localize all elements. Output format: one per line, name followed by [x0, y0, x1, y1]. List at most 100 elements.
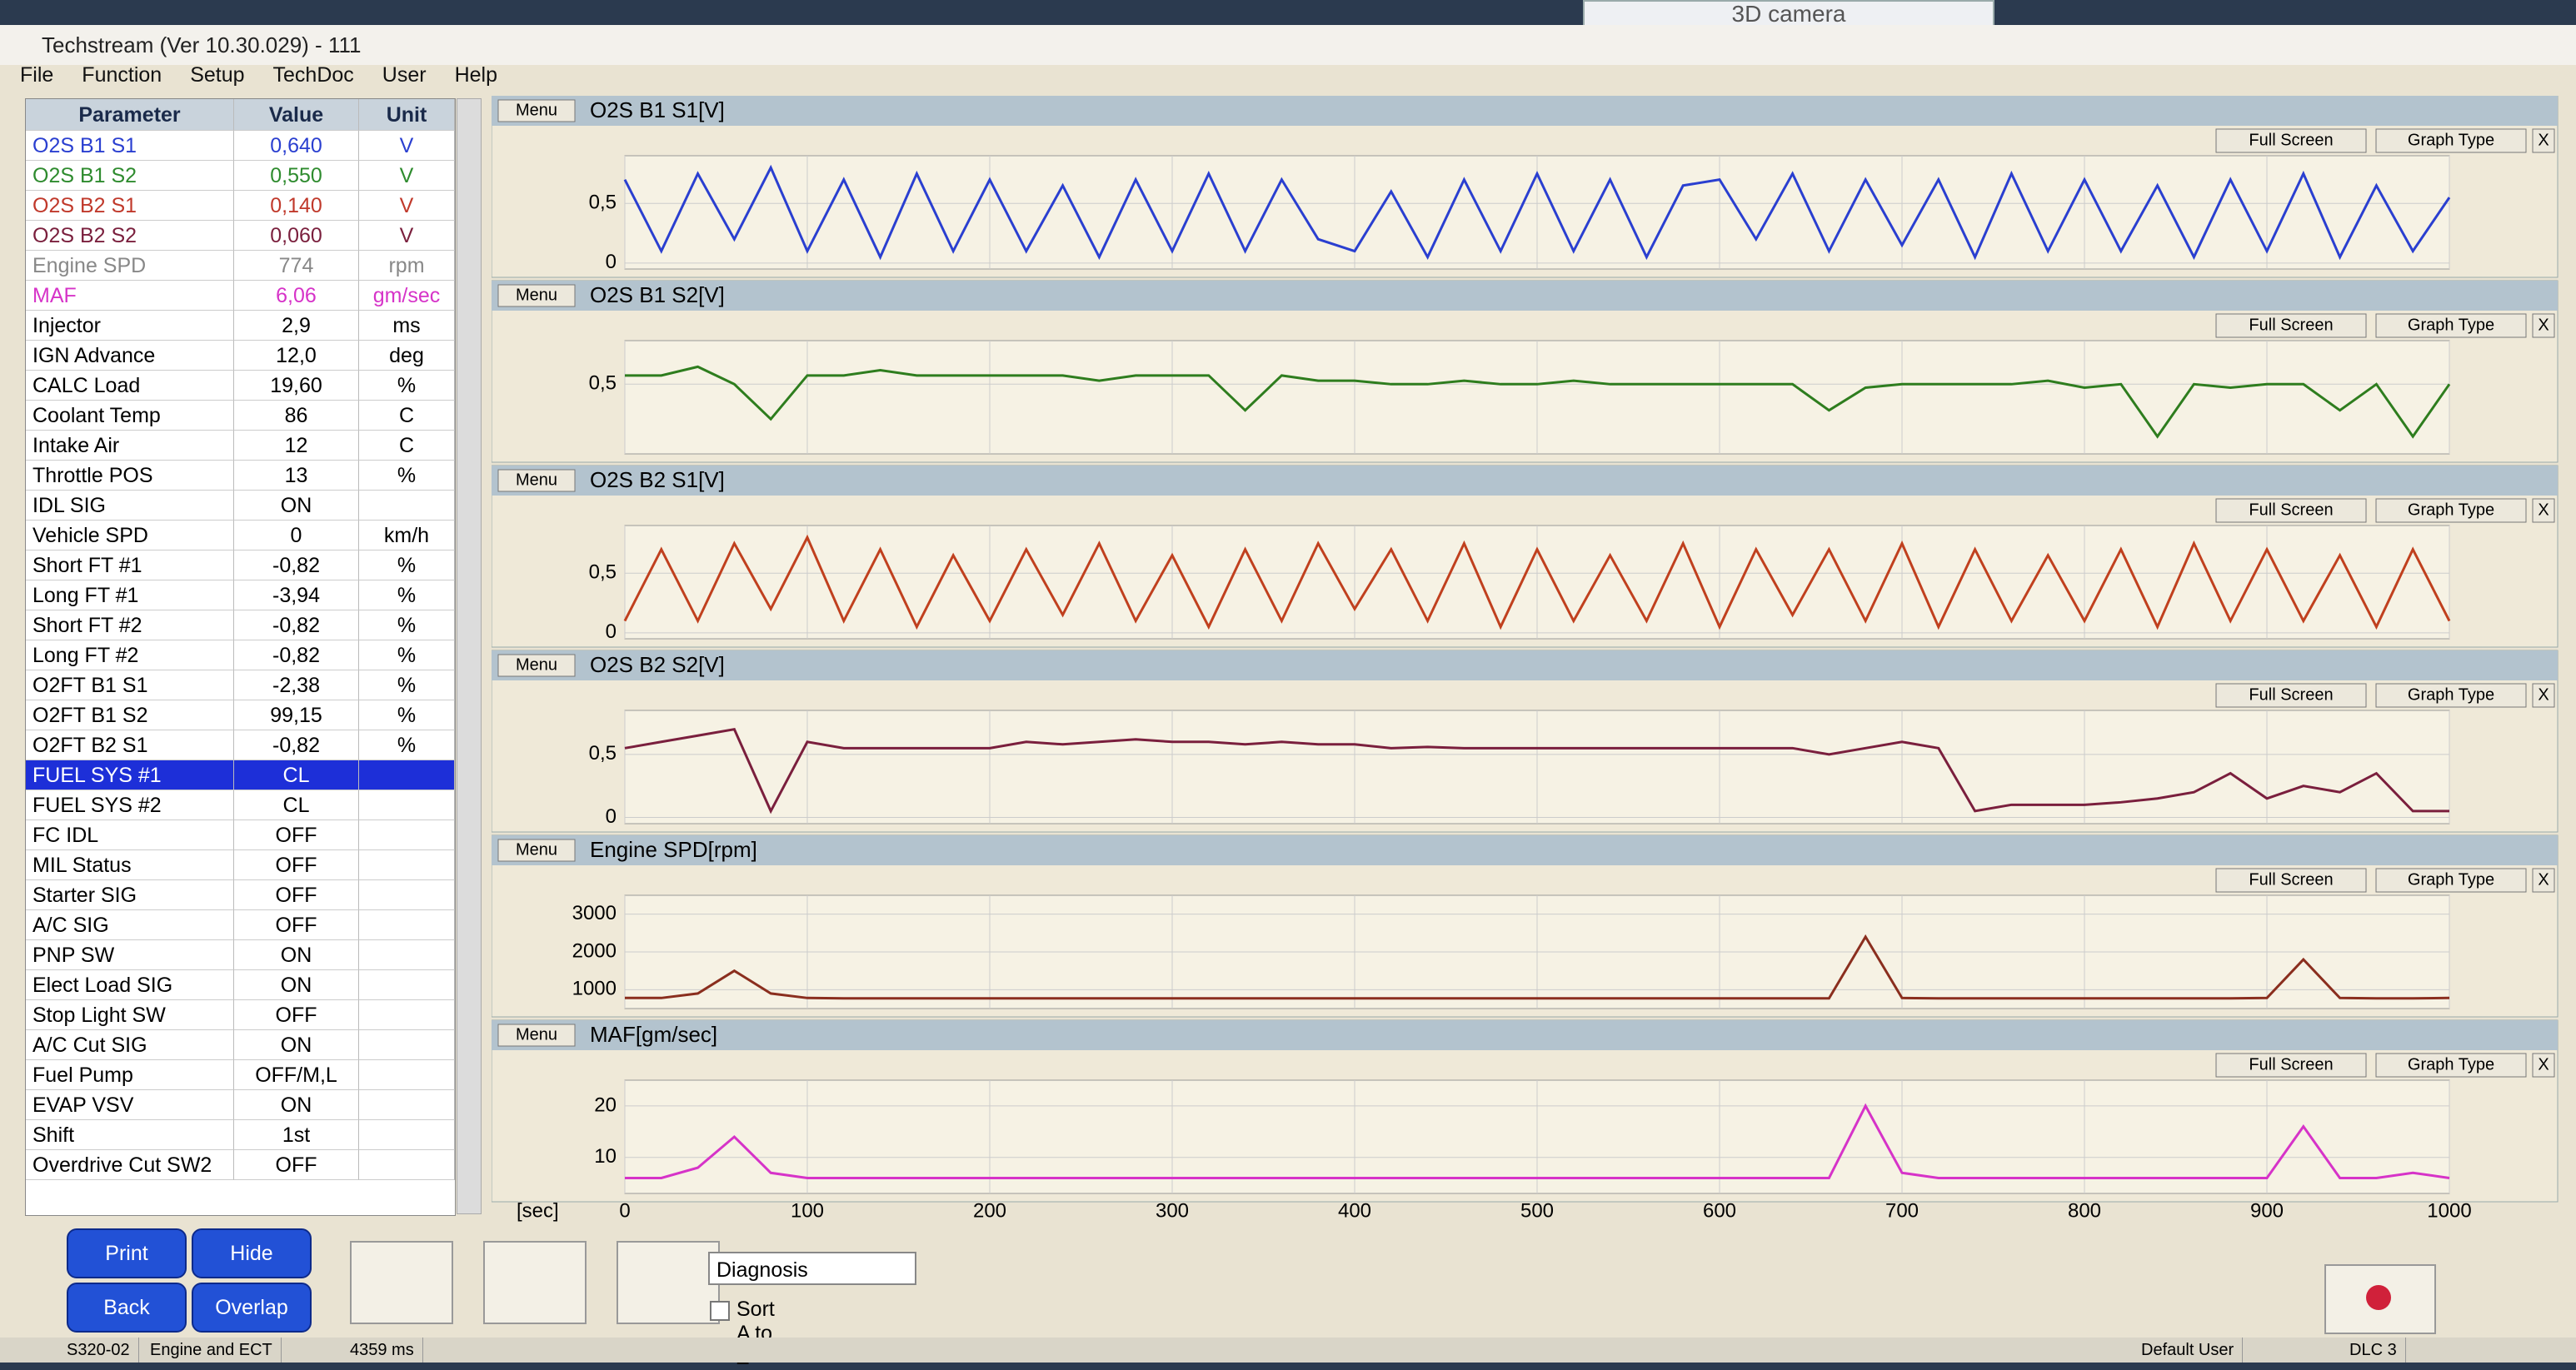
tool-icon[interactable] [350, 1241, 453, 1324]
checkbox[interactable] [710, 1301, 730, 1321]
parameter-value[interactable]: -0,82 [234, 730, 359, 760]
parameter-name[interactable]: O2FT B2 S1 [26, 730, 234, 760]
parameter-unit[interactable]: V [359, 191, 455, 221]
parameter-name[interactable]: O2FT B1 S1 [26, 670, 234, 700]
parameter-value[interactable]: 13 [234, 461, 359, 491]
parameter-value[interactable]: OFF [234, 820, 359, 850]
parameter-unit[interactable]: % [359, 461, 455, 491]
graph-type-button[interactable] [2375, 498, 2527, 523]
parameter-name[interactable]: Stop Light SW [26, 1000, 234, 1030]
close-button[interactable] [2532, 313, 2555, 338]
parameter-name[interactable]: A/C SIG [26, 910, 234, 940]
parameter-unit[interactable] [359, 820, 455, 850]
parameter-unit[interactable]: ms [359, 311, 455, 341]
parameter-unit[interactable]: % [359, 700, 455, 730]
parameter-unit[interactable]: km/h [359, 521, 455, 550]
parameter-name[interactable]: A/C Cut SIG [26, 1030, 234, 1060]
parameter-name[interactable]: EVAP VSV [26, 1090, 234, 1120]
parameter-unit[interactable] [359, 1120, 455, 1150]
parameter-unit[interactable]: % [359, 670, 455, 700]
parameter-name[interactable]: Long FT #1 [26, 580, 234, 610]
parameter-value[interactable]: 0 [234, 521, 359, 550]
full-screen-button[interactable] [2215, 683, 2367, 708]
parameter-unit[interactable] [359, 940, 455, 970]
menu-item[interactable]: User [382, 63, 427, 87]
parameter-unit[interactable]: C [359, 401, 455, 431]
parameter-value[interactable]: OFF [234, 910, 359, 940]
graph-type-button[interactable] [2375, 1053, 2527, 1078]
parameter-value[interactable]: OFF [234, 1150, 359, 1180]
parameter-value[interactable]: CL [234, 760, 359, 790]
parameter-unit[interactable] [359, 1030, 455, 1060]
parameter-value[interactable]: 774 [234, 251, 359, 281]
full-screen-button[interactable] [2215, 128, 2367, 153]
action-button[interactable]: Back [67, 1283, 187, 1333]
parameter-value[interactable]: OFF [234, 850, 359, 880]
parameter-unit[interactable]: rpm [359, 251, 455, 281]
parameter-unit[interactable] [359, 1000, 455, 1030]
menu-button[interactable] [497, 654, 576, 677]
graph-type-button[interactable] [2375, 683, 2527, 708]
parameter-name[interactable]: MIL Status [26, 850, 234, 880]
parameter-value[interactable]: 99,15 [234, 700, 359, 730]
graph-type-button[interactable] [2375, 868, 2527, 893]
parameter-name[interactable]: O2S B1 S2 [26, 161, 234, 191]
parameter-name[interactable]: Short FT #2 [26, 610, 234, 640]
close-button[interactable] [2532, 498, 2555, 523]
graph-type-button[interactable] [2375, 128, 2527, 153]
parameter-unit[interactable] [359, 970, 455, 1000]
parameter-value[interactable]: 86 [234, 401, 359, 431]
menu-item[interactable]: Function [82, 63, 162, 87]
parameter-name[interactable]: MAF [26, 281, 234, 311]
menu-item[interactable]: Setup [190, 63, 245, 87]
parameter-value[interactable]: 6,06 [234, 281, 359, 311]
parameter-unit[interactable] [359, 1060, 455, 1090]
parameter-value[interactable]: OFF [234, 1000, 359, 1030]
parameter-unit[interactable]: % [359, 371, 455, 401]
parameter-value[interactable]: -0,82 [234, 610, 359, 640]
parameter-unit[interactable]: V [359, 161, 455, 191]
menu-item[interactable]: TechDoc [272, 63, 354, 87]
table-scrollbar[interactable] [457, 98, 482, 1214]
parameter-name[interactable]: Shift [26, 1120, 234, 1150]
action-button[interactable]: Print [67, 1228, 187, 1278]
parameter-name[interactable]: Throttle POS [26, 461, 234, 491]
parameter-unit[interactable] [359, 760, 455, 790]
menu-button[interactable] [497, 839, 576, 862]
parameter-value[interactable]: 0,640 [234, 131, 359, 161]
parameter-name[interactable]: FC IDL [26, 820, 234, 850]
action-button[interactable]: Overlap [192, 1283, 312, 1333]
parameter-name[interactable]: Coolant Temp [26, 401, 234, 431]
parameter-name[interactable]: Fuel Pump [26, 1060, 234, 1090]
tool-icon[interactable] [483, 1241, 587, 1324]
parameter-name[interactable]: Elect Load SIG [26, 970, 234, 1000]
parameter-value[interactable]: 12,0 [234, 341, 359, 371]
parameter-value[interactable]: 19,60 [234, 371, 359, 401]
parameter-value[interactable]: ON [234, 491, 359, 521]
parameter-value[interactable]: ON [234, 970, 359, 1000]
parameter-name[interactable]: O2FT B1 S2 [26, 700, 234, 730]
close-button[interactable] [2532, 128, 2555, 153]
menu-button[interactable] [497, 469, 576, 492]
parameter-unit[interactable]: % [359, 730, 455, 760]
parameter-name[interactable]: O2S B2 S1 [26, 191, 234, 221]
parameter-unit[interactable]: V [359, 131, 455, 161]
parameter-unit[interactable]: deg [359, 341, 455, 371]
graph-type-button[interactable] [2375, 313, 2527, 338]
parameter-unit[interactable]: % [359, 580, 455, 610]
parameter-value[interactable]: OFF/M,L [234, 1060, 359, 1090]
parameter-unit[interactable]: % [359, 640, 455, 670]
parameter-name[interactable]: Vehicle SPD [26, 521, 234, 550]
menu-button[interactable] [497, 99, 576, 122]
tool-icon[interactable] [617, 1241, 720, 1324]
parameter-unit[interactable] [359, 880, 455, 910]
parameter-value[interactable]: ON [234, 1090, 359, 1120]
parameter-unit[interactable] [359, 491, 455, 521]
parameter-value[interactable]: -0,82 [234, 640, 359, 670]
parameter-value[interactable]: -0,82 [234, 550, 359, 580]
action-button[interactable]: Hide [192, 1228, 312, 1278]
parameter-name[interactable]: IDL SIG [26, 491, 234, 521]
parameter-name[interactable]: IGN Advance [26, 341, 234, 371]
parameter-value[interactable]: ON [234, 1030, 359, 1060]
full-screen-button[interactable] [2215, 868, 2367, 893]
